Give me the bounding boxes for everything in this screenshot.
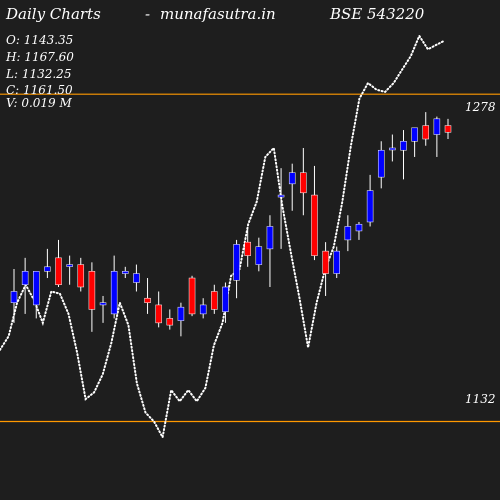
candle-body-down	[77, 264, 85, 288]
candle	[344, 215, 352, 252]
candle	[66, 255, 73, 285]
candle	[288, 163, 296, 211]
candle-body-down	[144, 297, 151, 303]
candle-body-up	[233, 244, 240, 281]
candles	[10, 112, 452, 337]
candle-body-up	[344, 226, 352, 241]
candle	[355, 221, 363, 240]
close-value: C: 1161.50	[6, 83, 73, 97]
level-lines	[0, 93, 500, 423]
overlay-line	[0, 33, 446, 441]
candle	[99, 295, 107, 323]
candle	[10, 269, 18, 323]
candle	[110, 255, 118, 319]
candle-body-up	[177, 306, 185, 321]
candle-body-down	[322, 250, 329, 274]
candle	[88, 262, 96, 332]
candle-body-up	[21, 271, 29, 286]
candle-body-up	[288, 172, 296, 185]
candle-body-down	[444, 125, 452, 133]
candle-body-up	[122, 271, 129, 274]
candle	[122, 266, 129, 279]
site-name: munafasutra.in	[160, 5, 276, 23]
low-value: L: 1132.25	[5, 67, 71, 81]
candle	[300, 147, 307, 216]
level-label-lower: 1132	[465, 392, 496, 406]
symbol-label: BSE 543220	[329, 5, 425, 23]
candle	[44, 248, 51, 279]
high-value: H: 1167.60	[5, 50, 74, 64]
candle	[411, 127, 418, 157]
candle	[21, 257, 29, 314]
candle	[177, 302, 185, 337]
candle-body-up	[33, 271, 40, 306]
candle	[188, 275, 196, 317]
candle-body-up	[355, 223, 363, 232]
candle	[311, 165, 318, 261]
candle	[77, 257, 85, 292]
candle	[422, 112, 429, 146]
candle-body-up	[266, 226, 274, 250]
header-separator: -	[145, 5, 150, 23]
open-value: O: 1143.35	[6, 33, 73, 47]
candle	[233, 239, 240, 299]
candle	[444, 118, 452, 140]
candle-body-down	[88, 271, 96, 310]
candle	[377, 141, 385, 189]
candle-body-up	[133, 273, 140, 283]
dotted-overlay	[0, 33, 446, 441]
candle-body-up	[10, 291, 18, 303]
candle-body-up	[99, 302, 107, 306]
candle-body-down	[155, 304, 162, 324]
candle-body-up	[366, 190, 374, 223]
volume-value: V: 0.019 M	[6, 96, 72, 110]
level-label-upper: 1278	[465, 100, 496, 114]
candle	[155, 291, 162, 328]
candle	[322, 242, 329, 296]
candle	[55, 239, 62, 287]
candle-body-up	[222, 286, 229, 312]
candle-body-down	[311, 194, 318, 256]
candle	[433, 116, 441, 157]
candle-body-up	[389, 147, 396, 151]
candle-body-up	[333, 250, 340, 274]
candle-body-up	[277, 194, 285, 198]
candle-body-up	[44, 266, 51, 272]
candle	[222, 282, 229, 323]
candle	[389, 134, 396, 162]
candle-body-down	[55, 257, 62, 286]
candle-body-up	[66, 264, 73, 267]
candle	[144, 278, 151, 314]
candle-body-down	[244, 241, 251, 256]
chart-title: Daily Charts	[5, 5, 101, 23]
candle	[255, 237, 263, 272]
candle	[211, 284, 218, 314]
candle-body-down	[422, 125, 429, 140]
candle-body-up	[199, 304, 207, 315]
candle-body-down	[188, 277, 196, 315]
candle	[277, 168, 285, 249]
candle	[400, 130, 407, 180]
candle	[133, 264, 140, 292]
candle	[333, 246, 340, 279]
candle	[199, 298, 207, 319]
candle-body-up	[433, 118, 441, 135]
candle-body-up	[255, 246, 263, 265]
candle-body-up	[110, 271, 118, 315]
candle-body-down	[300, 172, 307, 194]
candle	[166, 309, 174, 330]
candle-body-up	[400, 141, 407, 151]
candle	[244, 228, 251, 267]
candle	[33, 271, 40, 319]
candle	[266, 215, 274, 287]
candle-body-up	[411, 127, 418, 142]
candle-body-down	[211, 291, 218, 310]
candle-body-down	[166, 318, 174, 326]
candle	[366, 174, 374, 227]
candle-body-up	[377, 149, 385, 178]
